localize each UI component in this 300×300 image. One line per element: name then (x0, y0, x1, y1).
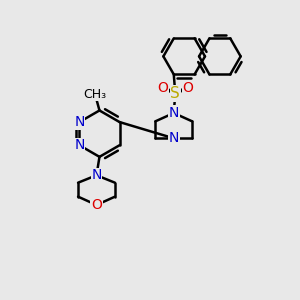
Text: O: O (91, 198, 102, 212)
Text: N: N (91, 168, 102, 182)
Text: N: N (169, 131, 179, 145)
Text: N: N (169, 106, 179, 120)
Text: N: N (74, 115, 85, 129)
Text: CH₃: CH₃ (83, 88, 106, 100)
Text: N: N (74, 138, 85, 152)
Text: O: O (157, 81, 168, 95)
Text: O: O (182, 81, 193, 95)
Text: S: S (170, 86, 180, 101)
